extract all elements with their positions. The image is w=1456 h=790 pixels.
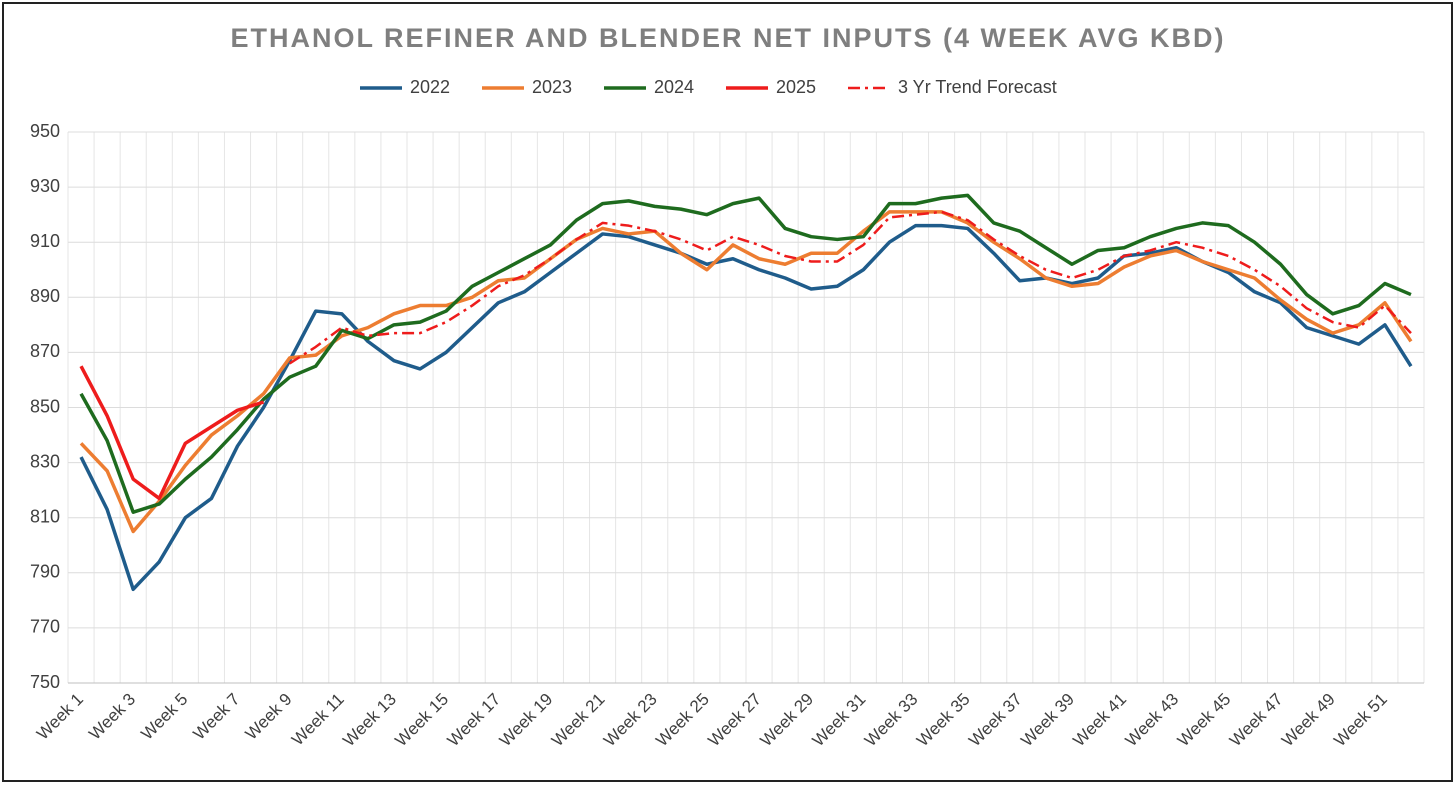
- legend-label: 2023: [532, 77, 572, 97]
- legend-label: 2022: [410, 77, 450, 97]
- series-line: [79, 210, 1413, 534]
- y-tick-label: 910: [30, 231, 60, 251]
- y-tick-label: 850: [30, 396, 60, 416]
- y-tick-label: 950: [30, 121, 60, 141]
- y-tick-label: 930: [30, 176, 60, 196]
- series-line: [79, 193, 1412, 514]
- y-tick-label: 870: [30, 341, 60, 361]
- y-tick-label: 830: [30, 451, 60, 471]
- legend-label: 2024: [654, 77, 694, 97]
- y-tick-label: 890: [30, 286, 60, 306]
- series-line: [79, 365, 265, 501]
- legend-label: 2025: [776, 77, 816, 97]
- y-tick-label: 750: [30, 672, 60, 692]
- legend-label: 3 Yr Trend Forecast: [898, 77, 1057, 97]
- y-tick-label: 790: [30, 562, 60, 582]
- y-tick-label: 770: [30, 617, 60, 637]
- chart-title: ETHANOL REFINER AND BLENDER NET INPUTS (…: [230, 23, 1225, 53]
- y-tick-label: 810: [30, 506, 60, 526]
- series-line: [288, 210, 1412, 365]
